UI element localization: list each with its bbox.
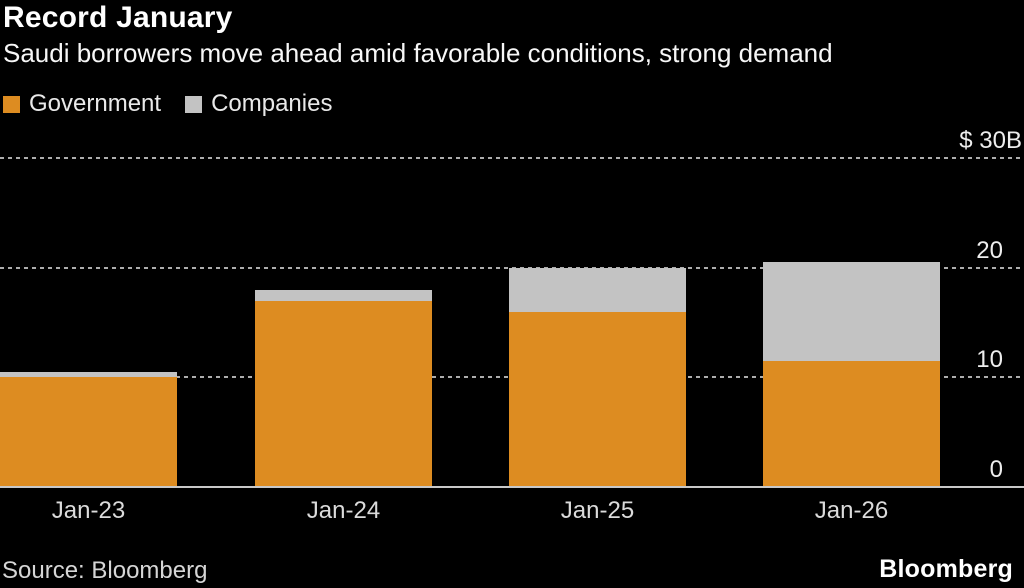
- source-note: Source: Bloomberg: [2, 557, 208, 584]
- legend-item-companies: Companies: [185, 90, 332, 118]
- bar-group-jan-25: [509, 267, 686, 487]
- y-axis-tick-10: 10: [976, 346, 1003, 374]
- bar-jan-23-companies: [0, 371, 177, 378]
- legend-label-companies: Companies: [211, 90, 333, 117]
- y-axis-tick-0: 0: [989, 456, 1003, 483]
- bar-jan-24-companies: [255, 289, 432, 301]
- x-axis-tick-jan-26: Jan-26: [814, 497, 889, 524]
- x-axis-tick-jan-25: Jan-25: [560, 497, 635, 524]
- gridline-30: [0, 157, 1024, 159]
- bar-jan-26-government: [763, 360, 940, 487]
- x-axis-tick-jan-23: Jan-23: [51, 497, 126, 524]
- bar-jan-23-government: [0, 377, 177, 487]
- y-axis-tick-30: $ 30B: [959, 127, 1022, 154]
- bar-group-jan-26: [763, 262, 940, 487]
- bar-jan-24-government: [255, 300, 432, 487]
- bar-group-jan-23: [0, 371, 177, 487]
- bar-group-jan-24: [255, 289, 432, 487]
- gridline-20: [0, 266, 1024, 269]
- bloomberg-logo: Bloomberg: [879, 555, 1013, 583]
- y-axis-tick-20: 20: [976, 236, 1003, 264]
- bar-jan-25-government: [509, 311, 686, 487]
- chart-subtitle: Saudi borrowers move ahead amid favorabl…: [3, 38, 833, 68]
- chart-legend: Government Companies: [3, 90, 332, 118]
- x-axis-baseline: [0, 486, 1024, 488]
- companies-swatch-icon: [185, 95, 203, 113]
- legend-item-government: Government: [3, 90, 161, 118]
- bar-jan-26-companies: [763, 262, 940, 361]
- x-axis-tick-jan-24: Jan-24: [306, 497, 381, 524]
- government-swatch-icon: [3, 95, 20, 113]
- bar-jan-25-companies: [509, 267, 686, 312]
- legend-label-government: Government: [29, 90, 162, 117]
- chart-title: Record January: [3, 1, 233, 34]
